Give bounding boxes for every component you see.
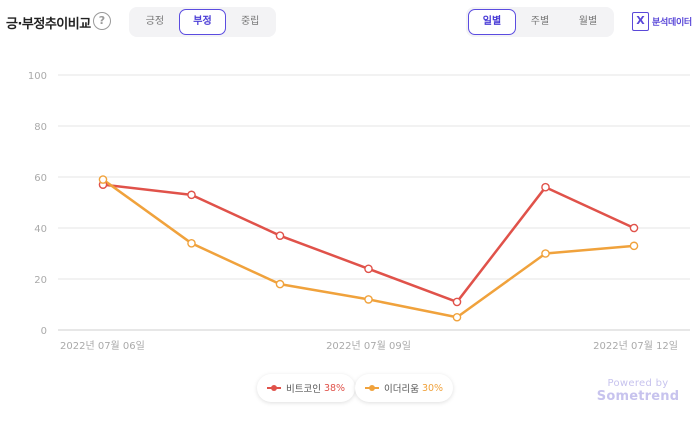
data-point[interactable] bbox=[364, 264, 373, 274]
y-tick-label: 80 bbox=[34, 122, 47, 133]
tab-weekly[interactable]: 주별 bbox=[530, 16, 550, 27]
data-point[interactable] bbox=[364, 295, 373, 304]
download-data-label: 분석데이터 bbox=[652, 18, 692, 28]
y-tick-label: 60 bbox=[34, 173, 47, 184]
tab-daily[interactable]: 일별 bbox=[468, 9, 516, 35]
legend-name: 비트코인 bbox=[286, 384, 321, 395]
legend-item-bitcoin[interactable]: 비트코인 38% bbox=[257, 374, 356, 402]
legend-percent: 30% bbox=[421, 382, 444, 394]
legend-percent: 38% bbox=[323, 382, 346, 394]
legend-marker-ethereum bbox=[365, 384, 379, 392]
legend-marker-bitcoin bbox=[267, 384, 281, 392]
sentiment-tab-group: 긍정 부정 중립 bbox=[129, 7, 276, 37]
y-axis: 0 20 40 60 80 100 bbox=[28, 71, 47, 337]
x-tick-label: 2022년 07월 06일 bbox=[60, 340, 145, 352]
x-axis: 2022년 07월 06일 2022년 07월 09일 2022년 07월 12일 bbox=[60, 340, 678, 352]
panel-header: 긍·부정추이비교 ? 긍정 부정 중립 일별 주별 월별 X 분석데이터 bbox=[0, 0, 700, 44]
data-point[interactable] bbox=[187, 238, 196, 248]
legend-name: 이더리움 bbox=[384, 384, 419, 395]
tab-positive[interactable]: 긍정 bbox=[145, 16, 165, 27]
excel-icon: X bbox=[632, 12, 649, 31]
y-tick-label: 20 bbox=[34, 275, 47, 286]
chart-grid bbox=[58, 74, 690, 331]
y-tick-label: 0 bbox=[41, 326, 47, 337]
powered-by-watermark: Powered by Sometrend bbox=[596, 378, 680, 404]
chart-series bbox=[98, 175, 639, 322]
period-tab-group: 일별 주별 월별 bbox=[466, 7, 614, 37]
legend-item-ethereum[interactable]: 이더리움 30% bbox=[355, 374, 454, 402]
data-point[interactable] bbox=[98, 175, 108, 184]
brand-logo-text: Sometrend bbox=[596, 389, 680, 404]
data-point[interactable] bbox=[629, 241, 639, 251]
data-point[interactable] bbox=[541, 182, 550, 192]
data-point[interactable] bbox=[452, 297, 462, 307]
data-point[interactable] bbox=[275, 279, 285, 289]
x-tick-label: 2022년 07월 09일 bbox=[326, 340, 411, 352]
help-icon[interactable]: ? bbox=[93, 12, 111, 30]
y-tick-label: 100 bbox=[28, 71, 47, 82]
powered-by-text: Powered by bbox=[607, 378, 669, 389]
panel-title: 긍·부정추이비교 bbox=[6, 17, 91, 32]
download-data-button[interactable]: X 분석데이터 bbox=[632, 12, 692, 31]
tab-neutral[interactable]: 중립 bbox=[240, 16, 260, 27]
data-point[interactable] bbox=[452, 312, 462, 322]
tab-monthly[interactable]: 월별 bbox=[578, 16, 598, 27]
data-point[interactable] bbox=[187, 190, 196, 200]
y-tick-label: 40 bbox=[34, 224, 47, 235]
tab-negative[interactable]: 부정 bbox=[178, 9, 227, 35]
data-point[interactable] bbox=[629, 223, 639, 233]
data-point[interactable] bbox=[275, 231, 285, 240]
data-point[interactable] bbox=[541, 249, 550, 258]
series-line-1 bbox=[101, 183, 636, 304]
x-tick-label: 2022년 07월 12일 bbox=[593, 340, 678, 352]
